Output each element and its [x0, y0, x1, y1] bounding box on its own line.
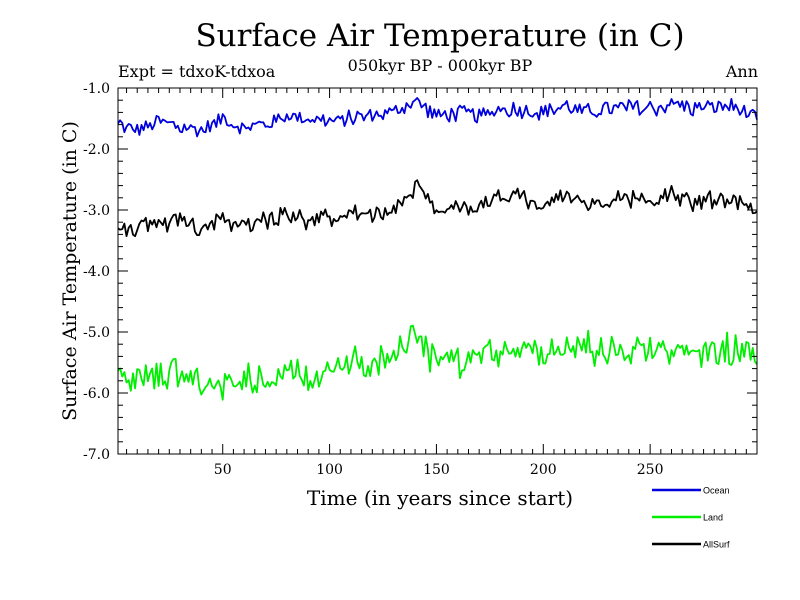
chart-subtitle: 050kyr BP - 000kyr BP: [347, 56, 533, 75]
x-tick-label: 50: [214, 462, 232, 478]
series-line-land: [117, 324, 758, 401]
x-tick-label: 100: [316, 462, 343, 478]
x-axis-label: Time (in years since start): [306, 486, 574, 510]
legend: Ocean Land AllSurf: [652, 486, 730, 550]
y-tick-label: -5.0: [83, 325, 110, 341]
plot-frame: [117, 87, 758, 455]
y-tick-label: -4.0: [83, 264, 110, 280]
legend-label-ocean: Ocean: [703, 486, 730, 496]
x-tick-label: 250: [637, 462, 664, 478]
y-tick-label: -7.0: [83, 447, 110, 463]
y-tick-label: -1.0: [83, 81, 110, 97]
series-layer: [117, 97, 758, 401]
series-line-ocean: [117, 97, 758, 138]
series-line-allsurf: [117, 179, 758, 238]
legend-label-allsurf: AllSurf: [703, 540, 730, 550]
y-tick-label: -3.0: [83, 203, 110, 219]
x-tick-label: 150: [423, 462, 450, 478]
y-tick-label: -2.0: [83, 142, 110, 158]
chart-title: Surface Air Temperature (in C): [195, 18, 685, 54]
experiment-label: Expt = tdxoK-tdxoa: [118, 62, 276, 81]
season-label: Ann: [725, 62, 758, 81]
x-tick-label: 200: [530, 462, 557, 478]
axis-layer: 50 100 150 200 250 -1.0 -2.0 -3.0 -4.0 -5.0 -6.0 -7…: [83, 81, 758, 478]
legend-label-land: Land: [703, 513, 723, 523]
y-tick-label: -6.0: [83, 386, 110, 402]
